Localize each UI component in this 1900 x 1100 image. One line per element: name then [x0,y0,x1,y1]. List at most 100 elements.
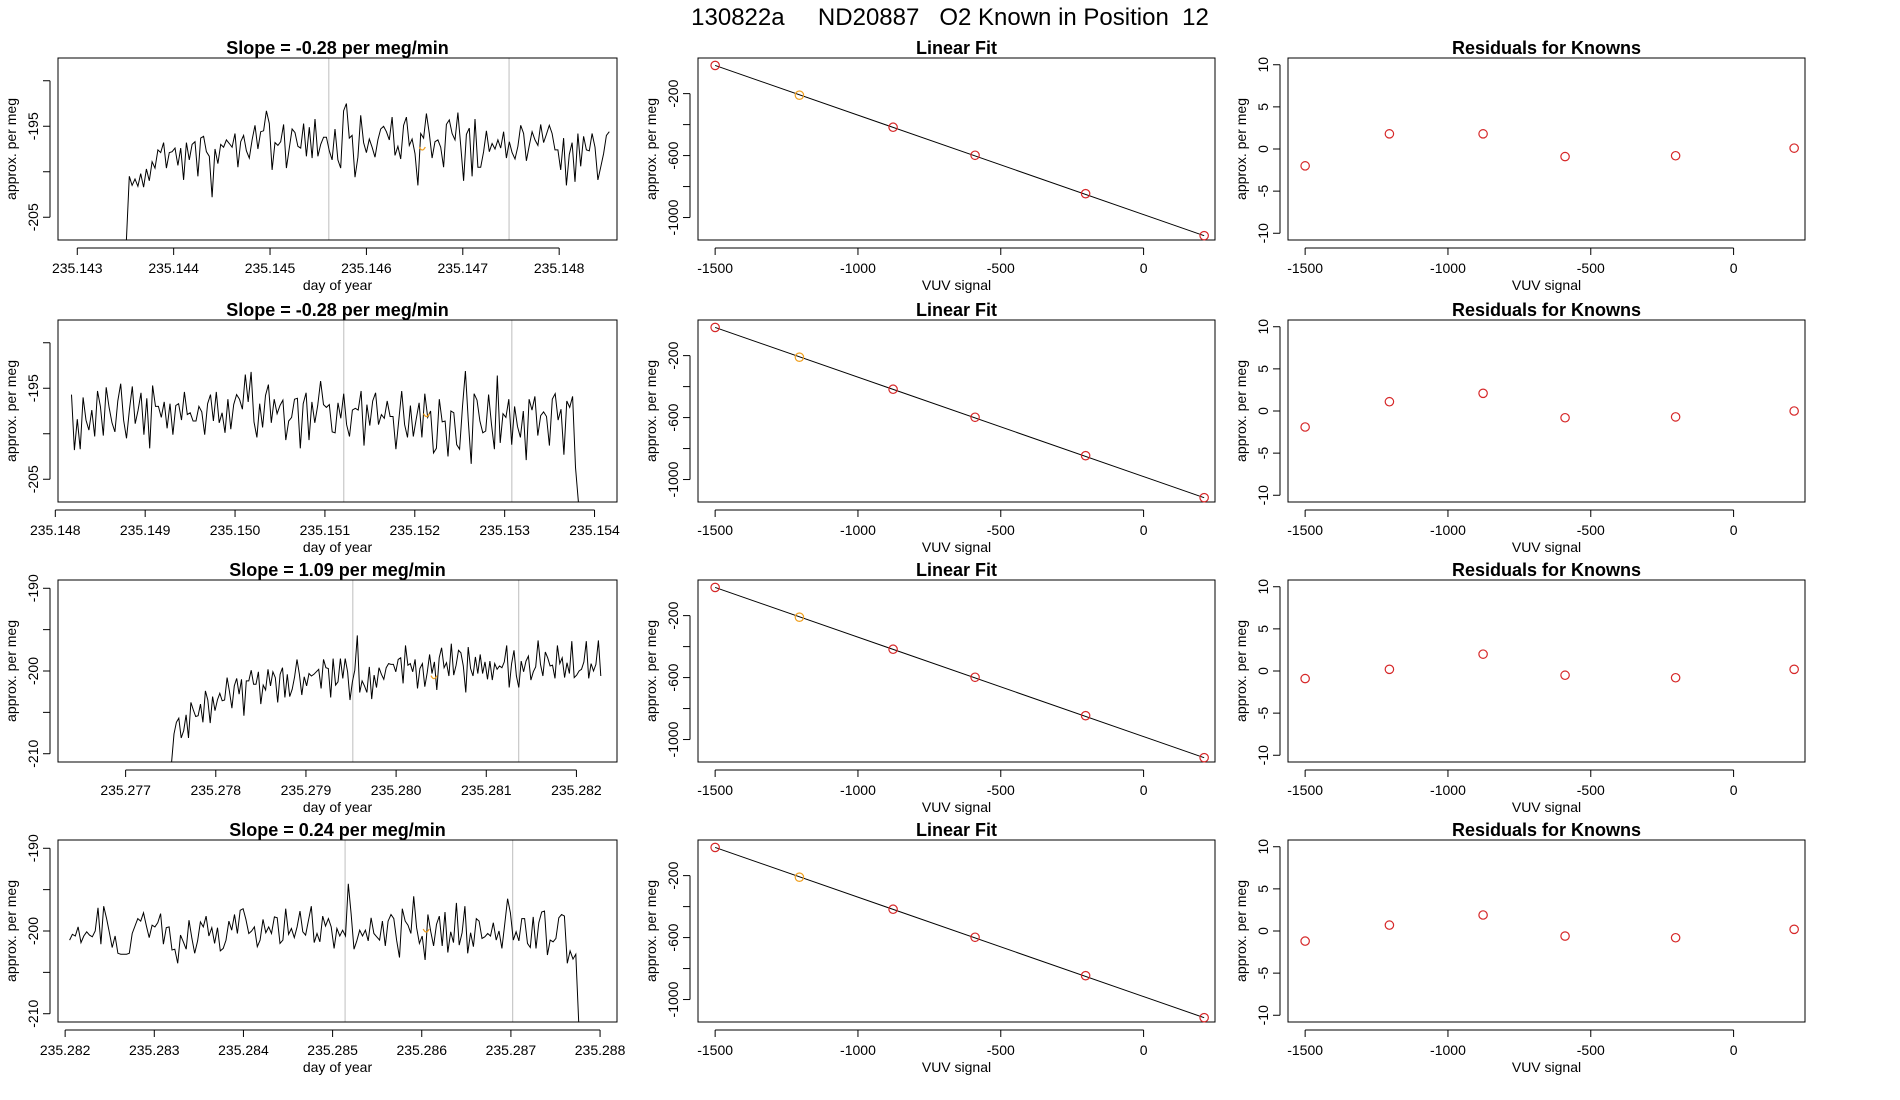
y-tick-label: -190 [25,834,41,862]
y-tick-label: -5 [1255,447,1271,460]
data-point [970,672,980,683]
x-axis-label: day of year [303,799,373,815]
chart-panel-12: Residuals for Knowns VUV signal approx. pe… [1233,820,1806,1075]
chart-title: Residuals for Knowns [1452,820,1641,840]
x-tick-label: 235.288 [575,1042,626,1058]
y-tick-label: 10 [1255,319,1271,335]
y-tick-label: 0 [1255,145,1271,153]
plot-frame [57,579,618,763]
plot-frame [57,839,618,1023]
x-tick-label: -500 [1577,782,1605,798]
highlight-mark [422,928,430,933]
data-point [1080,970,1091,981]
y-tick-label: -200 [665,79,681,107]
data-point [1478,129,1488,139]
x-tick-label: -1000 [1430,1042,1466,1058]
chart-panel-7: Slope = 1.09 per meg/min day of year appro… [3,560,618,815]
x-tick-label: 235.152 [389,522,440,538]
x-axis-label: VUV signal [1512,799,1581,815]
chart-title: Linear Fit [916,300,997,320]
x-tick-label: 235.146 [341,260,392,276]
chart-title: Residuals for Knowns [1452,300,1641,320]
x-tick-label: -500 [1577,522,1605,538]
x-tick-label: 235.287 [486,1042,537,1058]
chart-panel-6: Residuals for Knowns VUV signal approx. pe… [1233,300,1806,555]
y-tick-label: -10 [1255,223,1271,243]
x-tick-label: 235.144 [148,260,199,276]
plot-frame [697,839,1216,1023]
x-tick-label: -1000 [840,522,876,538]
chart-panel-9: Residuals for Knowns VUV signal approx. pe… [1233,560,1806,815]
data-point [1199,752,1209,763]
plot-frame [697,57,1216,241]
data-point [1300,161,1310,171]
y-tick-label: 0 [1255,407,1271,415]
x-tick-label: 235.282 [551,782,602,798]
data-point [1670,412,1681,422]
x-tick-label: -500 [987,1042,1015,1058]
chart-panel-10: Slope = 0.24 per meg/min day of year appro… [3,820,626,1075]
y-axis-label: approx. per meg [3,880,19,982]
y-tick-label: 10 [1255,579,1271,595]
x-tick-label: 0 [1140,1042,1148,1058]
chart-title: Residuals for Knowns [1452,560,1641,580]
y-tick-label: -5 [1255,967,1271,980]
plot-frame [1287,579,1806,763]
data-point [970,150,980,161]
x-tick-label: 235.282 [40,1042,91,1058]
x-axis-label: VUV signal [1512,277,1581,293]
x-tick-label: 235.145 [245,260,296,276]
y-tick-label: -600 [665,141,681,169]
x-tick-label: -1000 [840,1042,876,1058]
y-tick-label: -210 [25,1000,41,1028]
chart-title: Linear Fit [916,560,997,580]
x-tick-label: -500 [987,782,1015,798]
data-point [1670,150,1681,161]
fit-line [714,326,1205,499]
x-tick-label: -500 [987,260,1015,276]
y-tick-label: -10 [1255,485,1271,505]
chart-panel-5: Linear Fit VUV signal approx. per meg -1500… [643,300,1216,555]
data-point [970,412,980,423]
data-point [1789,406,1799,416]
x-axis-label: day of year [303,1059,373,1075]
chart-panel-4: Slope = -0.28 per meg/min day of year appr… [3,300,620,555]
y-tick-label: -195 [25,374,41,402]
data-point [1199,1012,1209,1023]
x-tick-label: 235.281 [461,782,512,798]
x-tick-label: 235.285 [307,1042,358,1058]
x-axis-label: VUV signal [922,539,991,555]
y-tick-label: 5 [1255,365,1271,373]
x-tick-label: 235.151 [300,522,351,538]
chart-panel-11: Linear Fit VUV signal approx. per meg -1500… [643,820,1216,1075]
data-point [1478,910,1488,920]
data-point [888,644,898,655]
data-point [1384,920,1395,930]
x-tick-label: -1500 [1287,522,1323,538]
chart-title: Slope = -0.28 per meg/min [226,300,449,320]
y-axis-label: approx. per meg [3,620,19,722]
data-point [1384,664,1395,675]
data-point [1300,936,1310,946]
x-tick-label: -1500 [697,260,733,276]
y-tick-label: -190 [25,574,41,602]
x-tick-label: 235.283 [129,1042,180,1058]
data-point [888,122,898,133]
data-point [1478,649,1488,659]
data-point [794,612,805,622]
fit-line [714,846,1205,1019]
data-point [1670,932,1681,943]
series-line [69,883,580,1023]
y-tick-label: 10 [1255,839,1271,855]
data-point [794,90,805,100]
plot-frame [1287,839,1806,1023]
data-point [1300,673,1310,684]
x-tick-label: 0 [1140,522,1148,538]
data-point [1080,450,1091,461]
y-tick-label: -200 [665,861,681,889]
y-axis-label: approx. per meg [1233,880,1249,982]
y-tick-label: -210 [25,740,41,768]
y-tick-label: 5 [1255,885,1271,893]
x-tick-label: -1500 [697,522,733,538]
